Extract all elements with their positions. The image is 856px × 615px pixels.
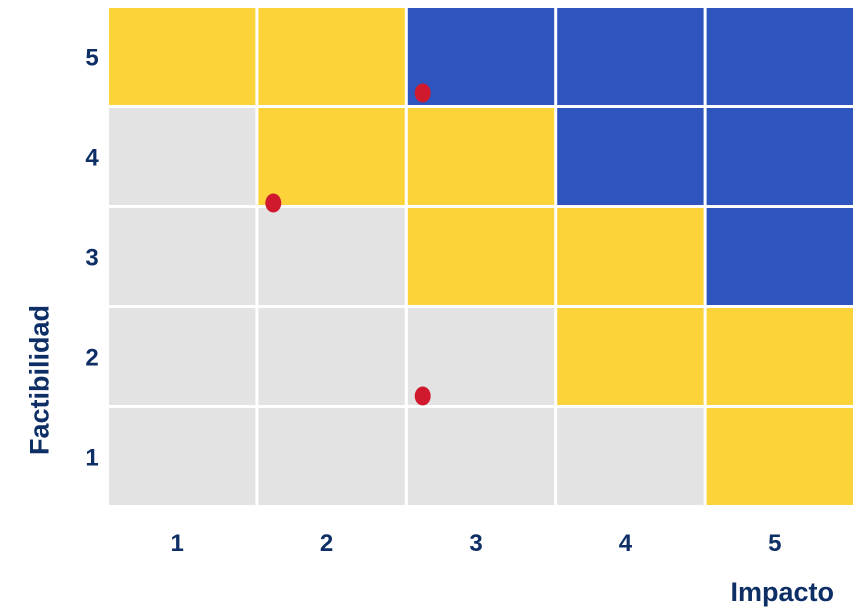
x-tick-label-1: 1: [171, 530, 184, 557]
matrix-cell-x3-y5: [407, 8, 555, 105]
matrix-cell-x4-y3: [557, 208, 704, 305]
matrix-cell-x5-y5: [706, 8, 853, 105]
matrix-cell-x4-y4: [557, 108, 704, 205]
matrix-cell-x2-y1: [258, 408, 405, 505]
y-tick-label-2: 2: [85, 345, 98, 372]
matrix-cell-x1-y3: [109, 208, 256, 305]
matrix-cell-x4-y2: [557, 308, 704, 405]
matrix-cell-x1-y2: [109, 308, 256, 405]
data-point-1: [414, 83, 431, 103]
matrix-cell-x3-y3: [407, 208, 555, 305]
matrix-cell-x5-y2: [706, 308, 853, 405]
data-points: [265, 83, 431, 406]
heatmap-cells: [109, 8, 853, 505]
y-axis-title: Factibilidad: [24, 304, 55, 456]
matrix-cell-x4-y5: [557, 8, 704, 105]
x-tick-label-3: 3: [469, 530, 482, 557]
matrix-cell-x1-y5: [109, 8, 256, 105]
data-point-2: [265, 193, 282, 213]
x-tick-label-5: 5: [768, 530, 781, 557]
matrix-cell-x5-y4: [706, 108, 853, 205]
x-axis-title: Impacto: [730, 577, 834, 607]
x-tick-label-4: 4: [619, 530, 633, 557]
matrix-cell-x2-y2: [258, 308, 405, 405]
matrix-cell-x5-y1: [706, 408, 853, 505]
matrix-cell-x4-y1: [557, 408, 704, 505]
y-tick-label-4: 4: [85, 145, 99, 172]
x-axis-ticks: 1 2 3 4 5: [171, 530, 782, 557]
matrix-cell-x1-y1: [109, 408, 256, 505]
matrix-cell-x3-y1: [407, 408, 555, 505]
matrix-cell-x5-y3: [706, 208, 853, 305]
matrix-cell-x2-y5: [258, 8, 405, 105]
matrix-cell-x3-y2: [407, 308, 555, 405]
matrix-cell-x2-y3: [258, 208, 405, 305]
y-tick-label-1: 1: [85, 445, 98, 472]
y-axis-ticks: 1 2 3 4 5: [85, 45, 99, 472]
matrix-cell-x3-y4: [407, 108, 555, 205]
y-tick-label-5: 5: [85, 45, 98, 72]
data-point-3: [414, 386, 431, 406]
matrix-cell-x2-y4: [258, 108, 405, 205]
y-tick-label-3: 3: [85, 245, 98, 272]
matrix-cell-x1-y4: [109, 108, 256, 205]
x-tick-label-2: 2: [320, 530, 333, 557]
